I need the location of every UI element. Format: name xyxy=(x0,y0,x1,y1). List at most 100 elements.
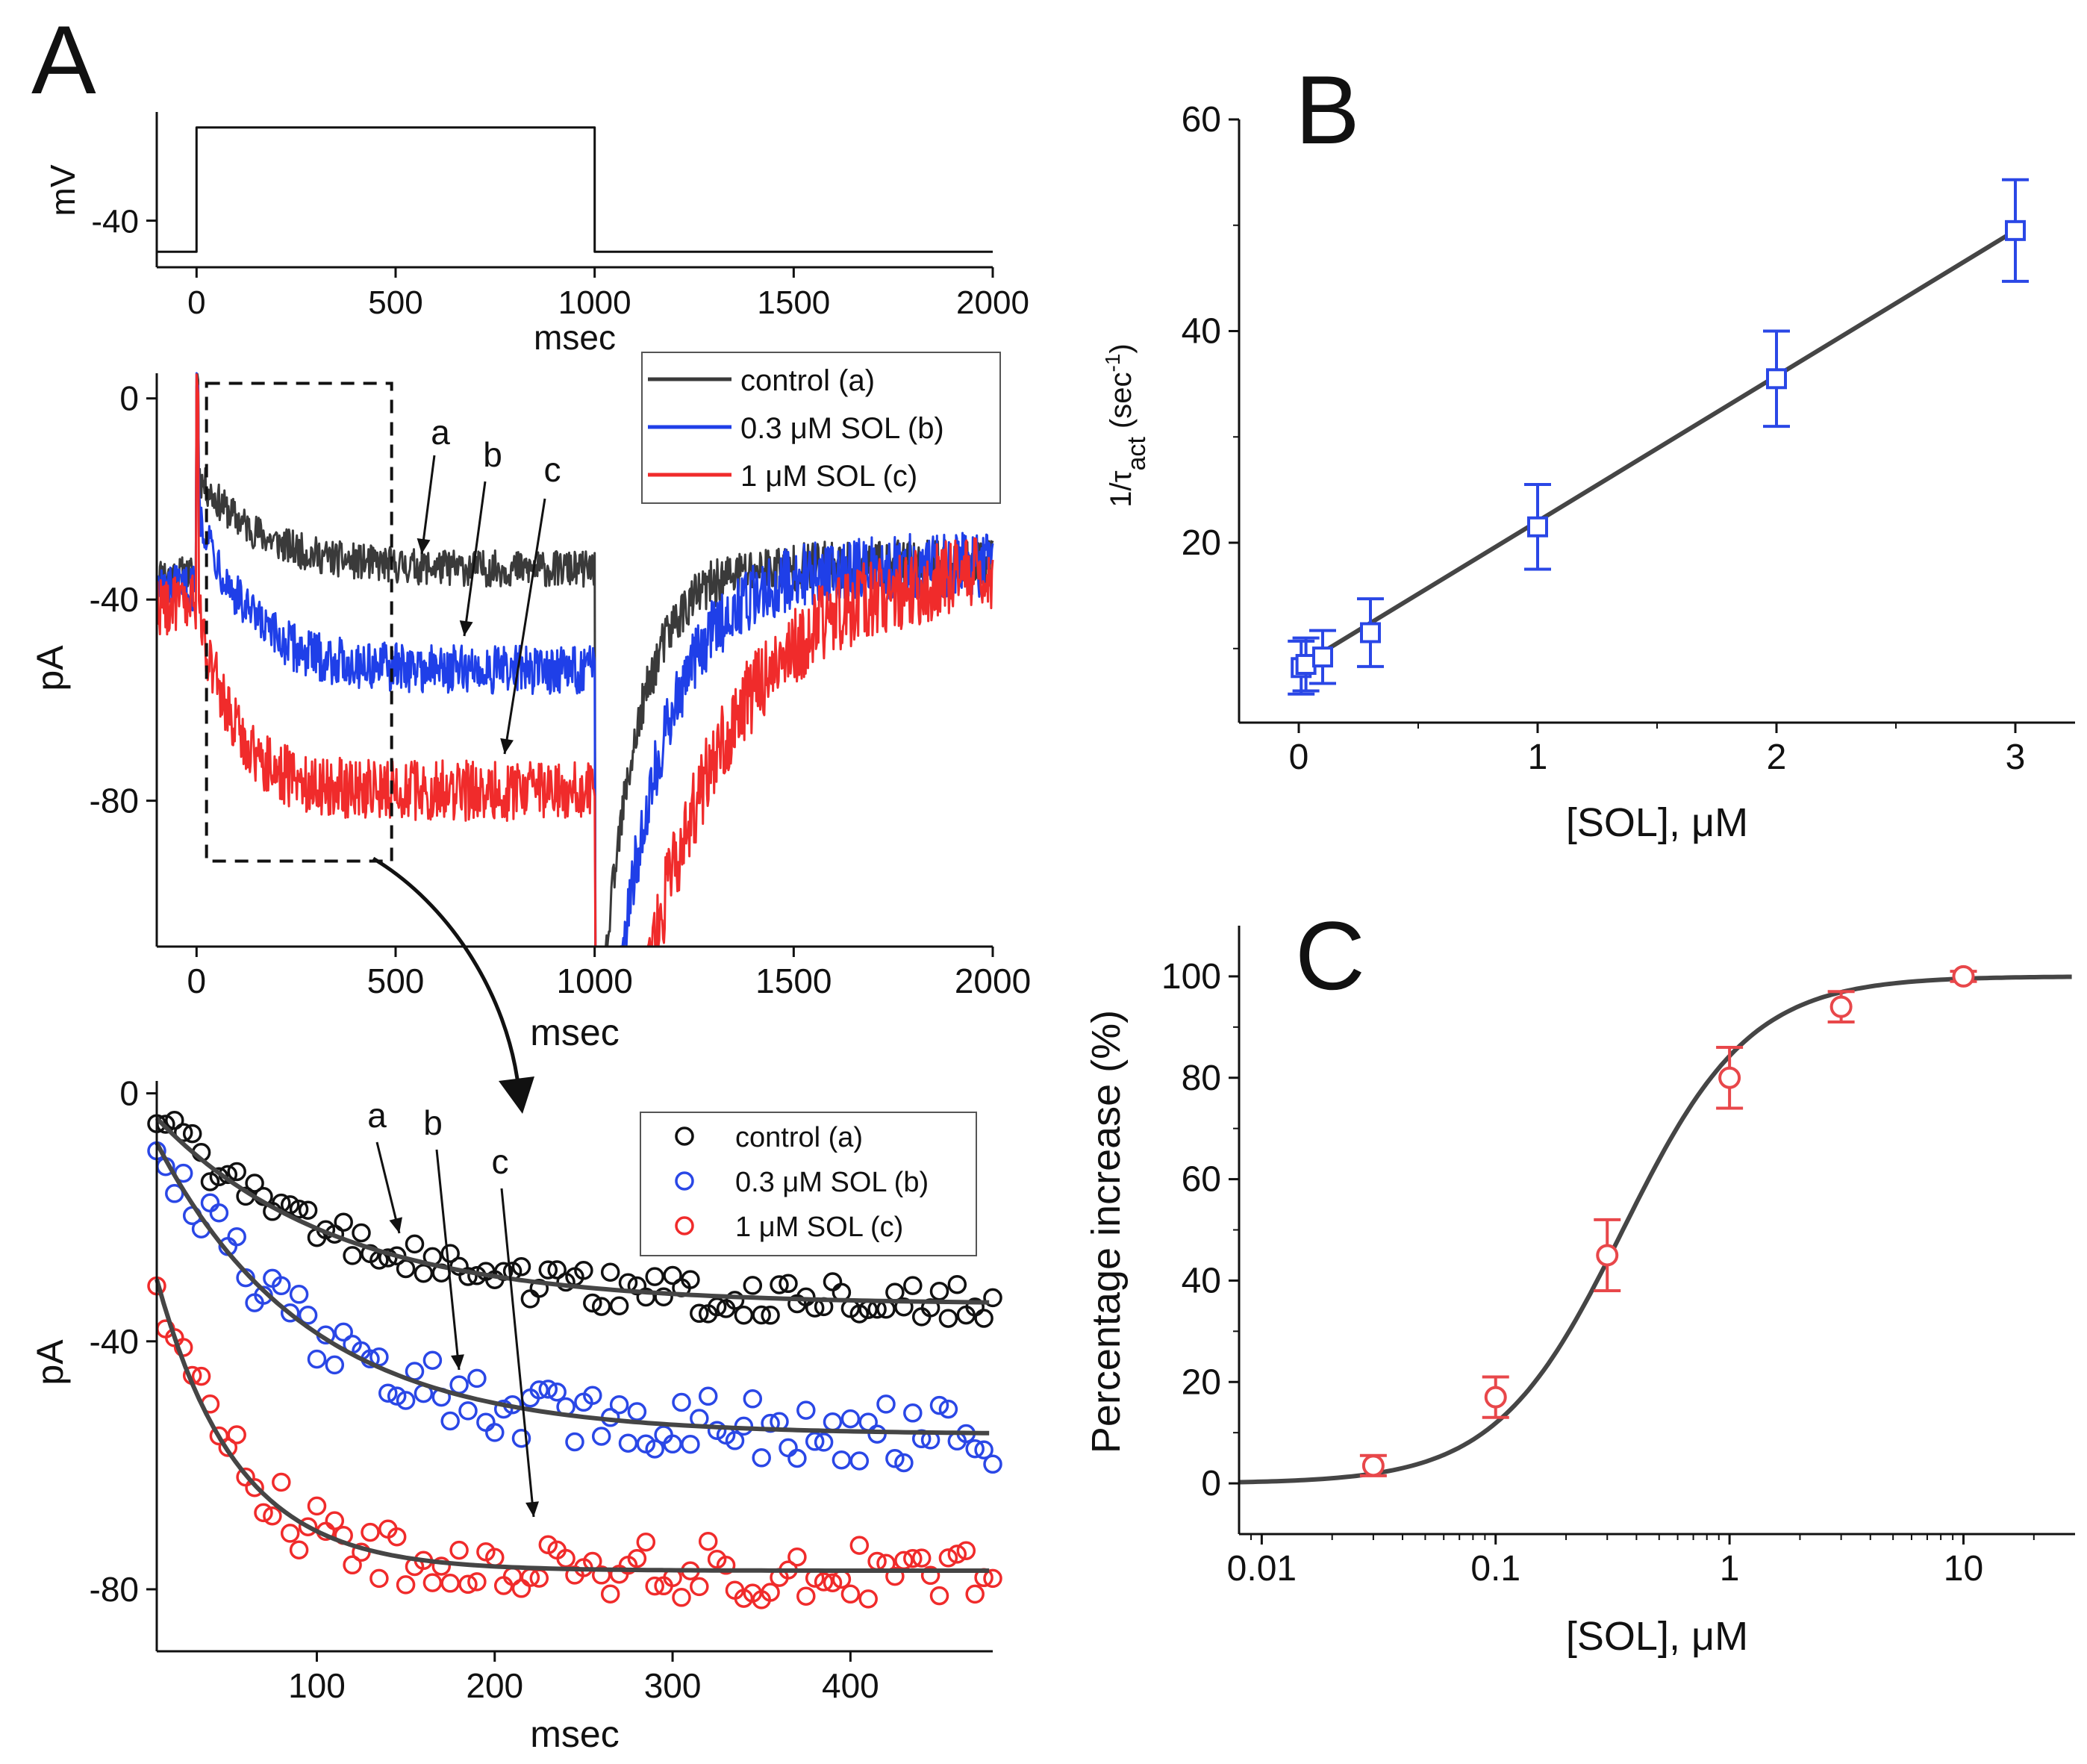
fit-curve-2 xyxy=(155,1141,990,1436)
data-point-3 xyxy=(983,1568,1002,1589)
annotation-arrow xyxy=(463,481,487,637)
data-point-2 xyxy=(467,1368,487,1389)
data-point xyxy=(1718,1066,1741,1089)
data-point-3 xyxy=(929,1586,949,1606)
data-point-1 xyxy=(165,1111,184,1130)
data-point-2 xyxy=(974,1440,993,1459)
annotation-arrowhead xyxy=(389,1217,402,1233)
y-tick-label: 0 xyxy=(1201,1464,1221,1503)
y-tick-label: 60 xyxy=(1182,100,1221,140)
data-point-3 xyxy=(761,1583,780,1602)
data-point-3 xyxy=(431,1556,452,1576)
data-point-2 xyxy=(538,1380,558,1399)
data-point-2 xyxy=(334,1322,353,1342)
trace-annotation-a: a xyxy=(367,1096,387,1135)
x-tick-label: 10 xyxy=(1944,1549,1983,1589)
data-point-2 xyxy=(983,1454,1002,1474)
y-tick-label: 40 xyxy=(1182,1261,1221,1300)
annotation-arrow xyxy=(435,1149,461,1371)
x-tick-label: 1 xyxy=(1720,1549,1740,1589)
data-point-2 xyxy=(725,1431,745,1450)
data-point-2 xyxy=(565,1432,584,1452)
data-point-3 xyxy=(858,1589,878,1609)
data-point-3 xyxy=(645,1576,664,1596)
x-tick-label: 1 xyxy=(1528,738,1548,777)
y-axis-label-part-1: act xyxy=(1123,437,1151,471)
panel-label-c: C xyxy=(1295,901,1365,1010)
x-axis-label: [SOL], μM xyxy=(1566,800,1748,845)
data-point-2 xyxy=(663,1434,682,1454)
data-point-1 xyxy=(752,1305,771,1325)
x-tick-label: 0 xyxy=(187,284,205,321)
data-point-2 xyxy=(645,1439,664,1459)
data-point-1 xyxy=(770,1275,789,1294)
y-tick-label: -80 xyxy=(90,1570,139,1609)
data-point-2 xyxy=(938,1399,958,1419)
annotation-arrow xyxy=(500,1188,535,1518)
data-point-3 xyxy=(627,1548,647,1568)
data-point-1 xyxy=(983,1288,1002,1308)
y-axis-label-part-0: 1/τ xyxy=(1105,470,1138,507)
data-point-1 xyxy=(458,1267,478,1286)
y-tick-label: 100 xyxy=(1161,957,1221,997)
data-point-2 xyxy=(378,1383,398,1403)
data-point xyxy=(1360,622,1381,643)
data-point-3 xyxy=(823,1573,843,1592)
data-point-2 xyxy=(805,1432,825,1451)
data-point-2 xyxy=(547,1382,567,1402)
data-point-1 xyxy=(609,1296,629,1315)
zoom-region-box xyxy=(205,381,393,863)
data-point-1 xyxy=(182,1123,202,1144)
data-point-1 xyxy=(690,1303,709,1324)
y-tick-label: 20 xyxy=(1182,1362,1221,1402)
y-axis-label-part-2: (sec xyxy=(1105,373,1138,437)
data-point-1 xyxy=(405,1234,425,1254)
data-point-3 xyxy=(307,1496,327,1516)
y-axis-label-part-4: ) xyxy=(1105,343,1138,353)
annotation-arrow xyxy=(375,1141,401,1234)
data-point xyxy=(1766,368,1787,390)
data-point-3 xyxy=(591,1565,611,1585)
data-point-2 xyxy=(493,1399,514,1419)
data-point-2 xyxy=(529,1380,549,1400)
data-point-3 xyxy=(245,1477,264,1497)
data-point-1 xyxy=(654,1287,673,1306)
data-point-3 xyxy=(903,1548,923,1568)
data-point-3 xyxy=(191,1366,211,1386)
data-point-2 xyxy=(743,1389,763,1409)
data-point-2 xyxy=(583,1386,602,1405)
trace-annotation-a: a xyxy=(431,413,450,452)
data-point-1 xyxy=(645,1267,664,1286)
x-tick-label: 0.01 xyxy=(1227,1549,1297,1589)
data-point-3 xyxy=(272,1472,291,1492)
expanded-current-plot: 100 200 300 400 0 -40 -80 msec pA a b c control (a) 0… xyxy=(29,1074,1002,1755)
zoom-arrow xyxy=(372,856,521,1091)
data-point-3 xyxy=(422,1573,443,1592)
data-point-2 xyxy=(832,1450,852,1470)
x-tick-label: 2000 xyxy=(956,284,1029,321)
data-point-1 xyxy=(334,1212,353,1232)
data-point-3 xyxy=(556,1548,575,1568)
data-point-3 xyxy=(263,1506,282,1526)
data-point-3 xyxy=(796,1586,816,1606)
data-point-2 xyxy=(965,1439,985,1459)
legend-marker-1 xyxy=(675,1126,694,1146)
data-point-2 xyxy=(591,1427,611,1446)
data-point-3 xyxy=(911,1548,932,1568)
y-tick-label: 20 xyxy=(1182,523,1221,563)
data-point-2 xyxy=(511,1428,531,1448)
data-point-2 xyxy=(396,1391,416,1410)
data-point-3 xyxy=(840,1584,861,1604)
x-tick-label: 300 xyxy=(644,1666,702,1705)
data-point-1 xyxy=(352,1223,371,1243)
current-trace-2 xyxy=(155,372,994,948)
trace-annotation-b: b xyxy=(423,1103,443,1142)
fit-curve-3 xyxy=(155,1278,990,1573)
x-tick-label: 1500 xyxy=(755,962,832,1000)
data-point-3 xyxy=(672,1588,691,1607)
annotation-arrowhead xyxy=(417,538,431,554)
data-point-2 xyxy=(903,1403,923,1423)
data-point-3 xyxy=(440,1574,460,1593)
